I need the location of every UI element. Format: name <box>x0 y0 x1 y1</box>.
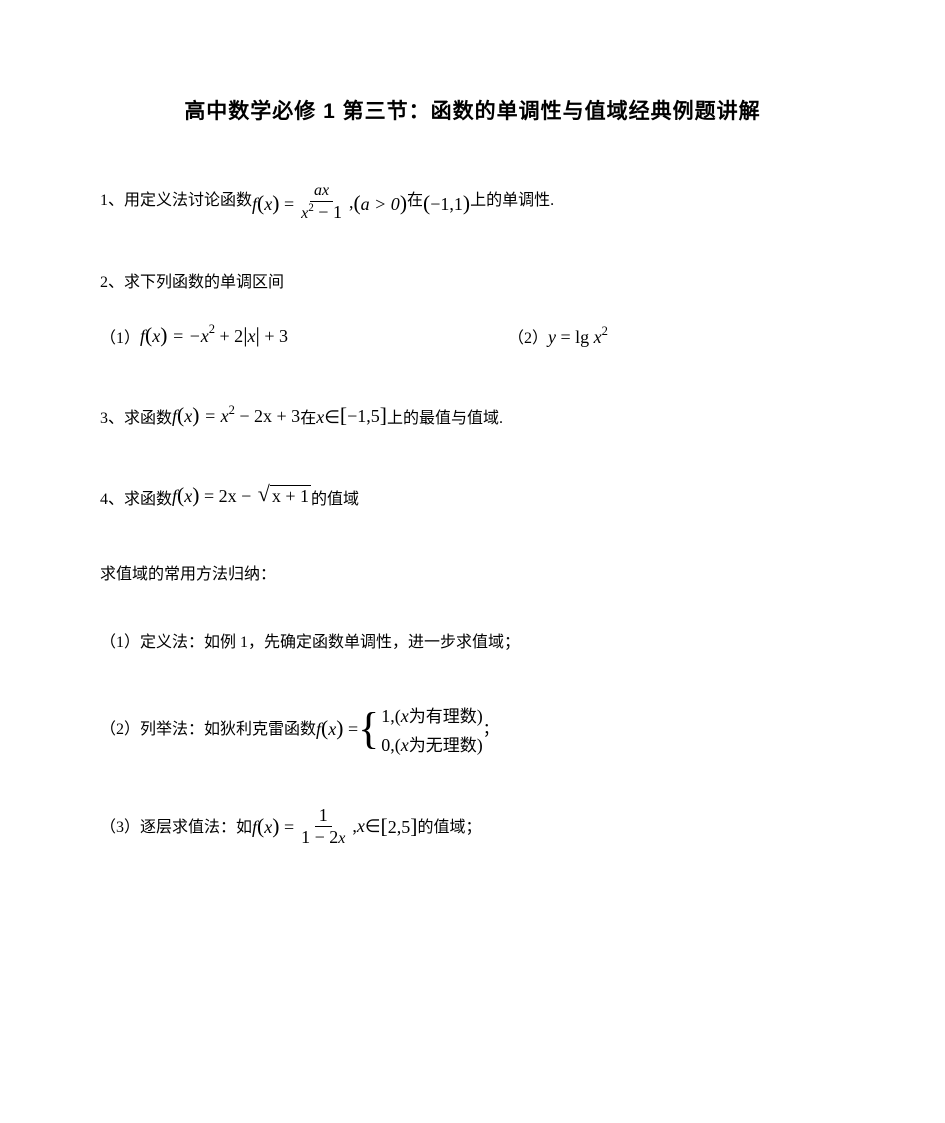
p2-sub2-x: x <box>594 327 602 347</box>
p2-sub1-label: （1） <box>100 327 140 351</box>
problem-1: 1、用定义法讨论函数 f(x) = ax x2 − 1 , (a > 0) 在 … <box>100 183 845 223</box>
p2-sub1-a: = −x <box>167 326 208 346</box>
method-2: （2）列举法：如狄利克雷函数 f(x) = { 1,(x为有理数) 0,(x为无… <box>100 702 845 756</box>
p2-sub1: （1） f(x) = −x2 + 2|x| + 3 <box>100 319 288 351</box>
p1-cond: (a > 0) <box>353 187 407 219</box>
p1-suffix: 上的单调性. <box>470 189 554 213</box>
problem-3: 3、求函数 f(x) = x2 − 2x + 3 在 x ∈ [−1,5] 上的… <box>100 399 845 431</box>
m3-suffix: 的值域； <box>417 813 481 837</box>
p3-a: = x <box>199 406 228 426</box>
p2-sub2-y: y <box>548 327 556 347</box>
p1-den-b: − 1 <box>314 202 342 222</box>
p3-interval: [−1,5] <box>340 399 387 431</box>
p1-den-exp: 2 <box>308 202 314 214</box>
m3-fraction: 1 1 − 2x <box>297 806 349 848</box>
page-title: 高中数学必修 1 第三节：函数的单调性与值域经典例题讲解 <box>100 95 845 125</box>
m2-case1: 1,(x为有理数) <box>381 702 483 727</box>
p4-a: = 2x − <box>199 486 255 506</box>
m2-suffix: ； <box>483 715 499 739</box>
p2-sub1-b: + 2 <box>215 326 243 346</box>
problem-4: 4、求函数 f(x) = 2x − √ x + 1 的值域 <box>100 479 845 511</box>
p1-interval: (−1,1) <box>423 187 470 219</box>
p2-sub2-eq: = lg <box>556 327 594 347</box>
p2-sub1-c: + 3 <box>260 326 288 346</box>
p3-exp: 2 <box>229 403 235 417</box>
p4-suffix: 的值域 <box>311 488 359 512</box>
m2-prefix: （2）列举法：如狄利克雷函数 <box>100 715 316 739</box>
p4-sqrt-inner: x + 1 <box>270 485 311 508</box>
p1-cond-body: a > 0 <box>361 194 400 214</box>
p3-expr: f(x) = x2 − 2x + 3 <box>172 399 300 431</box>
p1-num: ax <box>310 183 333 202</box>
p2-prefix: 2、求下列函数的单调区间 <box>100 271 845 295</box>
m3-xvar: x <box>357 816 365 837</box>
p2-sub2: （2） y = lg x2 <box>508 324 608 351</box>
m3-den: 1 − 2x <box>297 827 349 848</box>
problem-2: 2、求下列函数的单调区间 （1） f(x) = −x2 + 2|x| + 3 （… <box>100 271 845 351</box>
method-1: （1）定义法：如例 1，先确定函数单调性，进一步求值域； <box>100 628 845 652</box>
p2-sub2-expr: y = lg x2 <box>548 324 608 351</box>
m3-prefix: （3）逐层求值法：如 <box>100 813 252 837</box>
p3-b: − 2x + 3 <box>235 406 300 426</box>
p1-fraction: ax x2 − 1 <box>297 183 346 223</box>
p3-xvar: x <box>316 404 324 431</box>
m2-eq: = <box>343 719 358 739</box>
method-3: （3）逐层求值法：如 f(x) = 1 1 − 2x , x ∈ [2,5] 的… <box>100 806 845 848</box>
m3-in: ∈ <box>365 816 381 837</box>
sqrt-icon: √ <box>258 483 270 505</box>
p1-func: f(x) = <box>252 187 294 219</box>
p3-suffix: 上的最值与值域. <box>387 407 503 431</box>
p2-subproblems: （1） f(x) = −x2 + 2|x| + 3 （2） y = lg x2 <box>100 319 845 351</box>
p2-sub2-exp: 2 <box>602 324 608 338</box>
m3-interval: [2,5] <box>381 814 418 839</box>
p4-sqrt: √ x + 1 <box>258 484 311 508</box>
p3-mid: 在 <box>300 407 316 431</box>
p4-expr: f(x) = 2x − √ x + 1 <box>172 479 311 511</box>
p2-sub1-expr: f(x) = −x2 + 2|x| + 3 <box>140 319 288 351</box>
p1-mid: 在 <box>407 189 423 213</box>
m2-cases: { 1,(x为有理数) 0,(x为无理数) <box>358 702 483 756</box>
p1-eq: = <box>284 194 294 214</box>
p1-den: x2 − 1 <box>297 202 346 223</box>
m3-num: 1 <box>315 806 332 827</box>
p3-prefix: 3、求函数 <box>100 407 172 431</box>
brace-icon: { <box>358 711 379 746</box>
p2-sub1-exp: 2 <box>209 322 215 336</box>
methods-heading: 求值域的常用方法归纳： <box>100 560 845 584</box>
p1-cond-open: ( <box>353 191 360 215</box>
p1-cond-close: ) <box>400 191 407 215</box>
p4-prefix: 4、求函数 <box>100 488 172 512</box>
m3-eq: = <box>279 817 294 837</box>
m2-func: f(x) = <box>316 716 358 741</box>
p2-sub2-label: （2） <box>508 327 548 351</box>
p1-prefix: 1、用定义法讨论函数 <box>100 189 252 213</box>
m2-case2: 0,(x为无理数) <box>381 731 483 756</box>
p3-in: ∈ <box>324 404 340 431</box>
m3-func: f(x) = <box>252 814 294 839</box>
